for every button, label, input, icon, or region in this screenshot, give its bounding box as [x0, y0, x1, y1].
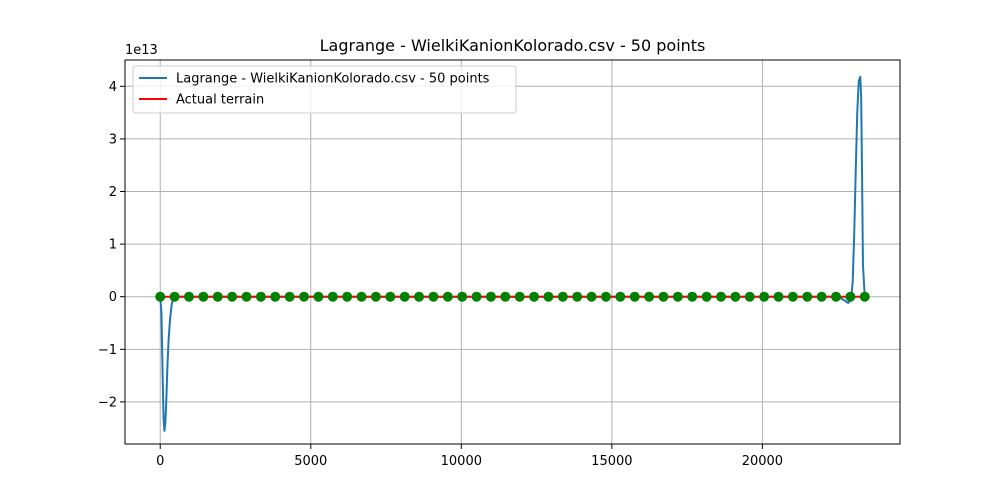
node-point: [270, 291, 281, 302]
node-point: [715, 291, 726, 302]
node-point: [730, 291, 741, 302]
node-point: [198, 291, 209, 302]
node-point: [543, 291, 554, 302]
y-tick-label: −2: [98, 395, 117, 410]
y-axis-offset-text: 1e13: [125, 43, 158, 58]
node-point: [572, 291, 583, 302]
node-point: [414, 291, 425, 302]
node-point: [356, 291, 367, 302]
legend-box: [132, 65, 517, 114]
legend-label-lagrange: Lagrange - WielkiKanionKolorado.csv - 50…: [176, 72, 490, 87]
node-point: [802, 291, 813, 302]
node-point: [241, 291, 252, 302]
ticks-layer: 0 5000 10000 15000 20000 −2 −1 0 1 2 3 4: [98, 80, 783, 469]
node-point: [212, 291, 223, 302]
node-point: [500, 291, 511, 302]
x-tick-label: 15000: [591, 454, 632, 469]
node-point: [327, 291, 338, 302]
node-point: [385, 291, 396, 302]
node-point: [485, 291, 496, 302]
node-point: [615, 291, 626, 302]
legend-label-actual-terrain: Actual terrain: [176, 93, 264, 108]
node-point: [399, 291, 410, 302]
node-point: [227, 291, 238, 302]
node-point: [845, 291, 856, 302]
node-point: [831, 291, 842, 302]
node-point: [299, 291, 310, 302]
node-point: [586, 291, 597, 302]
node-point: [859, 291, 870, 302]
node-point: [644, 291, 655, 302]
node-point: [255, 291, 266, 302]
node-point: [155, 291, 166, 302]
y-tick-label: −1: [98, 343, 117, 358]
node-point: [600, 291, 611, 302]
node-point: [629, 291, 640, 302]
node-point: [672, 291, 683, 302]
node-point: [442, 291, 453, 302]
node-point: [342, 291, 353, 302]
node-point: [658, 291, 669, 302]
node-point: [529, 291, 540, 302]
node-point: [773, 291, 784, 302]
node-point: [471, 291, 482, 302]
y-tick-label: 0: [109, 290, 117, 305]
y-tick-label: 3: [109, 132, 117, 147]
node-point: [284, 291, 295, 302]
nodes-layer: [155, 291, 870, 302]
node-point: [557, 291, 568, 302]
y-tick-label: 4: [109, 80, 117, 95]
node-point: [514, 291, 525, 302]
x-tick-label: 5000: [294, 454, 327, 469]
y-tick-label: 2: [109, 185, 117, 200]
node-point: [787, 291, 798, 302]
node-point: [370, 291, 381, 302]
node-point: [169, 291, 180, 302]
node-point: [701, 291, 712, 302]
node-point: [816, 291, 827, 302]
node-point: [183, 291, 194, 302]
chart-title: Lagrange - WielkiKanionKolorado.csv - 50…: [320, 36, 706, 55]
node-point: [687, 291, 698, 302]
x-tick-label: 0: [156, 454, 164, 469]
x-tick-label: 10000: [441, 454, 482, 469]
plot-area-frame: [124, 59, 901, 445]
node-point: [759, 291, 770, 302]
x-tick-label: 20000: [742, 454, 783, 469]
y-tick-label: 1: [109, 238, 117, 253]
node-point: [428, 291, 439, 302]
node-point: [313, 291, 324, 302]
node-point: [457, 291, 468, 302]
node-point: [744, 291, 755, 302]
legend: Lagrange - WielkiKanionKolorado.csv - 50…: [132, 65, 517, 114]
